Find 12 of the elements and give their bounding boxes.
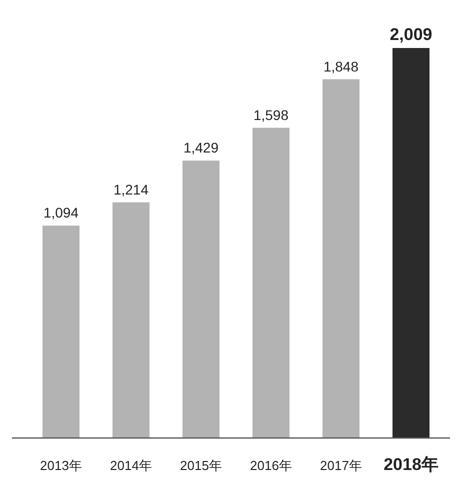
data-label: 1,214 [113,181,149,198]
data-label: 1,429 [183,140,219,156]
x-tick-label: 2015年 [180,458,222,473]
data-label: 1,848 [323,58,359,74]
data-label: 1,598 [253,106,289,123]
x-tick-label: 2013年 [40,458,82,473]
x-tick-label: 2016年 [250,458,292,473]
x-tick-label: 2017年 [320,458,362,473]
x-tick-label: 2018年 [384,455,438,474]
data-label: 1,094 [43,204,79,221]
x-tick-label: 2014年 [110,458,152,473]
data-label: 2,009 [390,25,432,44]
